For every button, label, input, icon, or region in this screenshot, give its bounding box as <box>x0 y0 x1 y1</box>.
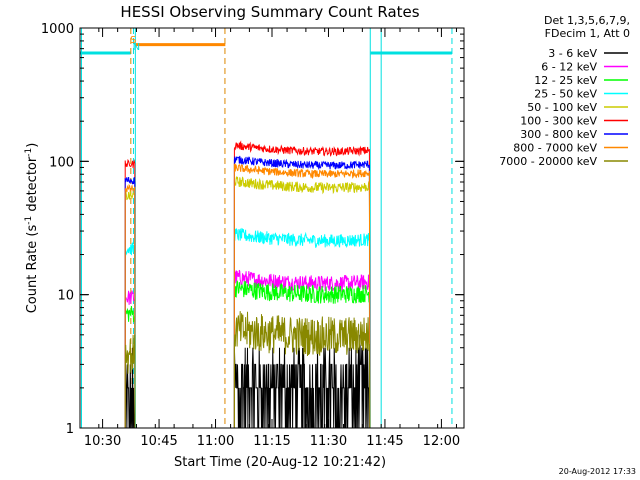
chart-title: HESSI Observing Summary Count Rates <box>120 3 419 21</box>
legend-label-7: 800 - 7000 keV <box>513 142 597 155</box>
flag-n: N <box>133 42 140 53</box>
legend-label-6: 300 - 800 keV <box>520 128 597 141</box>
series-trace-1-segment-0 <box>124 290 136 429</box>
series-trace-0-segment-0 <box>124 347 135 429</box>
legend-label-1: 6 - 12 keV <box>541 61 597 74</box>
y-axis-label-end: ) <box>25 143 40 148</box>
series-trace-7-segment-0 <box>124 183 136 429</box>
x-tick-label-1045: 10:45 <box>140 434 177 449</box>
legend-label-2: 12 - 25 keV <box>534 74 597 87</box>
legend-label-5: 100 - 300 keV <box>520 115 597 128</box>
series-trace-4-segment-1 <box>233 176 371 429</box>
y-axis-label-sup1: -1 <box>24 216 34 225</box>
series-trace-6-segment-1 <box>233 155 371 429</box>
y-axis-label-mid: detector <box>25 156 40 216</box>
series-trace-8-segment-1 <box>233 311 371 429</box>
x-tick-label-1145: 11:45 <box>366 434 403 449</box>
legend-header-line-1: Det 1,3,5,6,7,9, <box>544 14 630 27</box>
x-tick-label-1200: 12:00 <box>423 434 460 449</box>
legend-label-0: 3 - 6 keV <box>548 47 597 60</box>
legend-header-line-2: FDecim 1, Att 0 <box>545 27 630 40</box>
y-axis-label-main: Count Rate (s <box>25 225 40 314</box>
series-trace-3-segment-1 <box>233 227 371 429</box>
series-trace-5-segment-0 <box>124 158 136 429</box>
series-trace-4-segment-0 <box>124 190 136 429</box>
y-tick-label-100: 100 <box>49 155 74 170</box>
x-tick-label-1100: 11:00 <box>197 434 234 449</box>
flag-s: S <box>130 35 136 46</box>
series-trace-7-segment-1 <box>233 163 371 429</box>
plot-area: SN <box>80 28 453 429</box>
series-trace-2-segment-0 <box>124 305 136 429</box>
y-tick-label-1: 1 <box>66 422 74 437</box>
plot-frame <box>79 27 465 429</box>
legend-label-3: 25 - 50 keV <box>534 88 597 101</box>
series-trace-6-segment-0 <box>124 177 136 429</box>
x-tick-label-1115: 11:15 <box>253 434 290 449</box>
y-tick-label-10: 10 <box>57 289 74 304</box>
series-trace-3-segment-0 <box>124 242 136 429</box>
y-axis-label: Count Rate (s-1 detector-1) <box>24 143 40 314</box>
y-tick-label-1000: 1000 <box>41 22 74 37</box>
x-tick-label-1030: 10:30 <box>84 434 121 449</box>
series-trace-2-segment-1 <box>233 280 371 429</box>
series-trace-8-segment-0 <box>124 334 136 429</box>
y-axis-label-sup2: -1 <box>24 148 34 157</box>
series-trace-5-segment-1 <box>233 140 371 429</box>
legend-label-4: 50 - 100 keV <box>527 101 597 114</box>
legend: Det 1,3,5,6,7,9, FDecim 1, Att 0 3 - 6 k… <box>499 14 630 168</box>
axes: 1 10 100 1000 10:30 10:45 11:00 11:15 11:30 11:45… <box>41 22 464 449</box>
legend-label-8: 7000 - 20000 keV <box>499 155 597 168</box>
x-axis-label: Start Time (20-Aug-12 10:21:42) <box>174 455 386 470</box>
timestamp: 20-Aug-2012 17:33 <box>559 467 636 476</box>
x-tick-label-1130: 11:30 <box>310 434 347 449</box>
